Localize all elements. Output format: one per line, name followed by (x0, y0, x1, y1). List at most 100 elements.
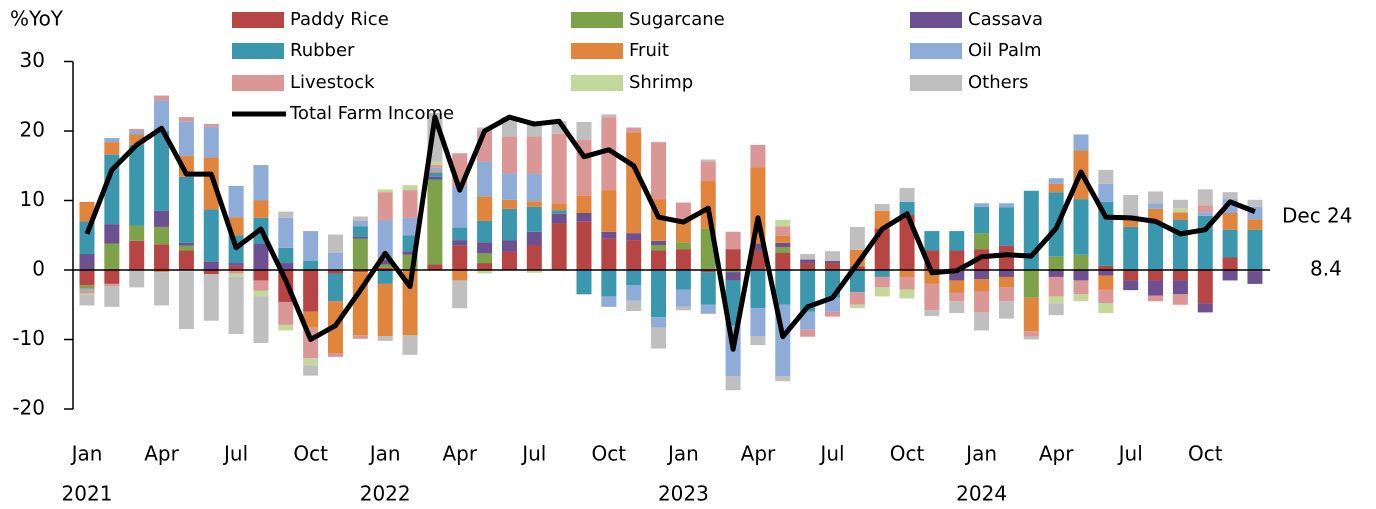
x-tick-label: Apr (144, 442, 179, 466)
bar-segment (278, 263, 294, 270)
bar-segment (651, 250, 667, 270)
bar-segment (899, 201, 915, 215)
bar-segment (750, 308, 766, 337)
bar-segment (79, 295, 95, 306)
bar-segment (427, 179, 443, 265)
bar-segment (1073, 270, 1089, 281)
bar-segment (352, 270, 368, 273)
bar-segment (924, 283, 940, 311)
bar-segment (1023, 270, 1039, 298)
bar-segment (104, 224, 120, 244)
bar-segment (477, 242, 493, 254)
bar-segment (700, 272, 716, 305)
bar-segment (278, 211, 294, 218)
bar-segment (949, 292, 965, 302)
bar-segment (303, 365, 319, 376)
bar-segment (974, 206, 990, 234)
bar-segment (1172, 294, 1188, 305)
bar-segment (1098, 289, 1114, 304)
bar-segment (129, 128, 145, 131)
bar-segment (998, 301, 1014, 319)
bar-segment (1048, 296, 1064, 304)
bar-segment (427, 264, 443, 270)
bar-segment (800, 263, 816, 270)
total-line (84, 114, 1256, 352)
y-tick-label: -20 (12, 396, 45, 420)
bar-segment (477, 263, 493, 270)
bar-segment (203, 261, 219, 270)
bar-segment (1098, 275, 1114, 290)
bar-segment (775, 219, 791, 227)
bar-segment (328, 273, 343, 302)
bar-segment (79, 293, 95, 296)
bar-segment (203, 209, 219, 262)
bar-segment (278, 324, 294, 331)
bar-segment (924, 231, 940, 251)
bar-segment (377, 336, 393, 341)
bar-segment (501, 240, 517, 252)
bar-segment (601, 114, 617, 118)
bar-segment (1123, 270, 1139, 281)
bar-segment (129, 131, 145, 135)
bar-segment (154, 272, 170, 306)
bar-segment (402, 270, 418, 336)
bar-segment (526, 270, 542, 273)
bar-segment (651, 327, 667, 349)
bar-segment (626, 132, 642, 234)
bar-segment (1048, 303, 1064, 316)
bar-segment (675, 270, 691, 290)
bar-segment (328, 353, 343, 357)
bar-segment (377, 264, 393, 268)
bar-segment (1123, 226, 1139, 270)
bar-segment (998, 203, 1014, 208)
bar-segment (79, 254, 95, 270)
bar-segment (228, 265, 244, 270)
bar-segment (79, 270, 95, 286)
bar-segment (477, 253, 493, 264)
bar-segment (974, 291, 990, 313)
bar-segment (1222, 192, 1238, 200)
bar-segment (849, 266, 865, 270)
legend-swatch (910, 43, 962, 59)
bar-segment (626, 285, 642, 301)
bar-segment (750, 243, 766, 251)
bar-segment (800, 259, 816, 264)
bar-segment (576, 213, 592, 222)
bar-segment (800, 311, 816, 330)
bar-segment (352, 226, 368, 237)
bar-segment (477, 196, 493, 221)
bar-segment (1197, 212, 1213, 216)
bar-segment (501, 251, 517, 270)
bar-segment (427, 172, 443, 177)
legend-label: Fruit (629, 40, 669, 61)
bar-segment (402, 217, 418, 236)
legend-swatch (232, 12, 284, 28)
bar-segment (129, 240, 145, 270)
bar-segment (1148, 295, 1164, 302)
bar-segment (501, 173, 517, 200)
bar-segment (377, 267, 393, 270)
bar-segment (675, 219, 691, 243)
bar-segment (601, 117, 617, 191)
x-group-label: 2021 (62, 482, 113, 506)
bar-segment (675, 249, 691, 270)
bar-segment (203, 126, 219, 158)
bar-segment (303, 260, 319, 270)
bar-segment (526, 206, 542, 232)
x-tick-label: Apr (1039, 442, 1074, 466)
bar-segment (526, 201, 542, 207)
bar-segment (452, 227, 468, 241)
bar-segment (278, 217, 294, 248)
bar-segment (104, 285, 120, 307)
bar-segment (974, 312, 990, 331)
x-group-label: 2023 (658, 482, 709, 506)
bar-segment (601, 231, 617, 239)
bar-segment (203, 274, 219, 321)
legend-label: Sugarcane (629, 9, 725, 30)
bar-segment (1023, 331, 1039, 337)
bar-segment (203, 270, 219, 275)
legend-swatch (232, 75, 284, 91)
bar-segment (750, 336, 766, 346)
bar-segment (974, 203, 990, 207)
